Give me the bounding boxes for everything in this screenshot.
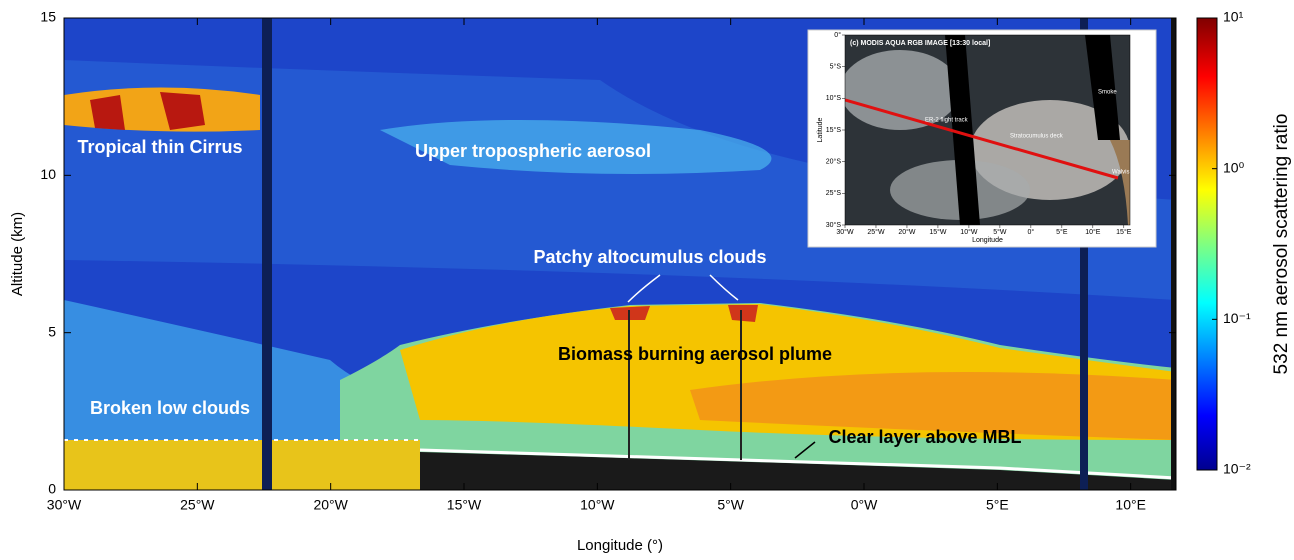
y-tick-label: 0 [48, 481, 56, 497]
y-tick-label: 10 [40, 166, 56, 182]
inset-x-tick-label: 30°W [836, 228, 854, 236]
inset-label: Stratocumulus deck [1010, 134, 1064, 140]
inset-y-label: Latitude [817, 117, 824, 142]
inset-y-tick-label: 0° [834, 31, 841, 39]
x-tick-label: 0°W [851, 497, 878, 513]
inset-x-tick-label: 15°W [929, 228, 947, 236]
inset-label: Walvis Bay [1112, 170, 1141, 176]
y-tick-label: 15 [40, 9, 56, 25]
inset-x-tick-label: 10°E [1085, 228, 1101, 236]
colorbar-tick-label: 10¹ [1223, 9, 1244, 25]
inset-y-tick-label: 30°S [826, 221, 842, 229]
x-tick-label: 10°W [580, 497, 615, 513]
x-tick-label: 5°E [986, 497, 1009, 513]
colorbar-tick-label: 10⁰ [1223, 159, 1245, 175]
inset [807, 29, 1157, 248]
inset-x-tick-label: 20°W [898, 228, 916, 236]
inset-x-tick-label: 10°W [960, 228, 978, 236]
x-tick-label: 15°W [447, 497, 482, 513]
annotation: Clear layer above MBL [828, 427, 1021, 447]
y-axis-label: Altitude (km) [9, 212, 26, 296]
plot-frame [63, 17, 1177, 491]
inset-x-label: Longitude [972, 237, 1003, 244]
inset-x-tick-label: 0° [1028, 228, 1035, 236]
x-axis-label: Longitude (°) [577, 537, 663, 554]
inset-y-tick-label: 25°S [826, 189, 842, 197]
inset-x-tick-label: 15°E [1116, 228, 1132, 236]
x-tick-label: 25°W [180, 497, 215, 513]
x-tick-label: 5°W [717, 497, 744, 513]
x-tick-label: 30°W [47, 497, 82, 513]
inset-title: (c) MODIS AQUA RGB IMAGE [13:30 local] [850, 40, 990, 47]
annotation-arrow [794, 441, 816, 459]
inset-y-tick-label: 20°S [826, 158, 842, 166]
annotation-arrows [627, 274, 739, 303]
y-tick-label: 5 [48, 323, 56, 339]
inset-label: Smoke [1098, 90, 1117, 96]
inset-y-tick-label: 15°S [826, 126, 842, 134]
colorbar-tick-label: 10⁻¹ [1223, 310, 1251, 326]
inset-y-tick-label: 10°S [826, 94, 842, 102]
inset-label: ER-2 flight track [925, 118, 969, 124]
annotation: Tropical thin Cirrus [77, 137, 242, 157]
inset-x-tick-label: 25°W [867, 228, 885, 236]
annotation: Patchy altocumulus clouds [533, 247, 766, 267]
colorbar-tick-label: 10⁻² [1223, 461, 1251, 477]
colorbar-label: 532 nm aerosol scattering ratio [1271, 114, 1292, 375]
x-tick-label: 20°W [313, 497, 348, 513]
x-tick-label: 10°E [1115, 497, 1146, 513]
inset-x-tick-label: 5°E [1056, 228, 1068, 236]
colorbar [1196, 17, 1218, 471]
annotation: Biomass burning aerosol plume [558, 344, 832, 364]
annotation: Broken low clouds [90, 398, 250, 418]
annotation: Upper tropospheric aerosol [415, 141, 651, 161]
inset-y-tick-label: 5°S [830, 63, 842, 71]
inset-x-tick-label: 5°W [993, 228, 1007, 236]
